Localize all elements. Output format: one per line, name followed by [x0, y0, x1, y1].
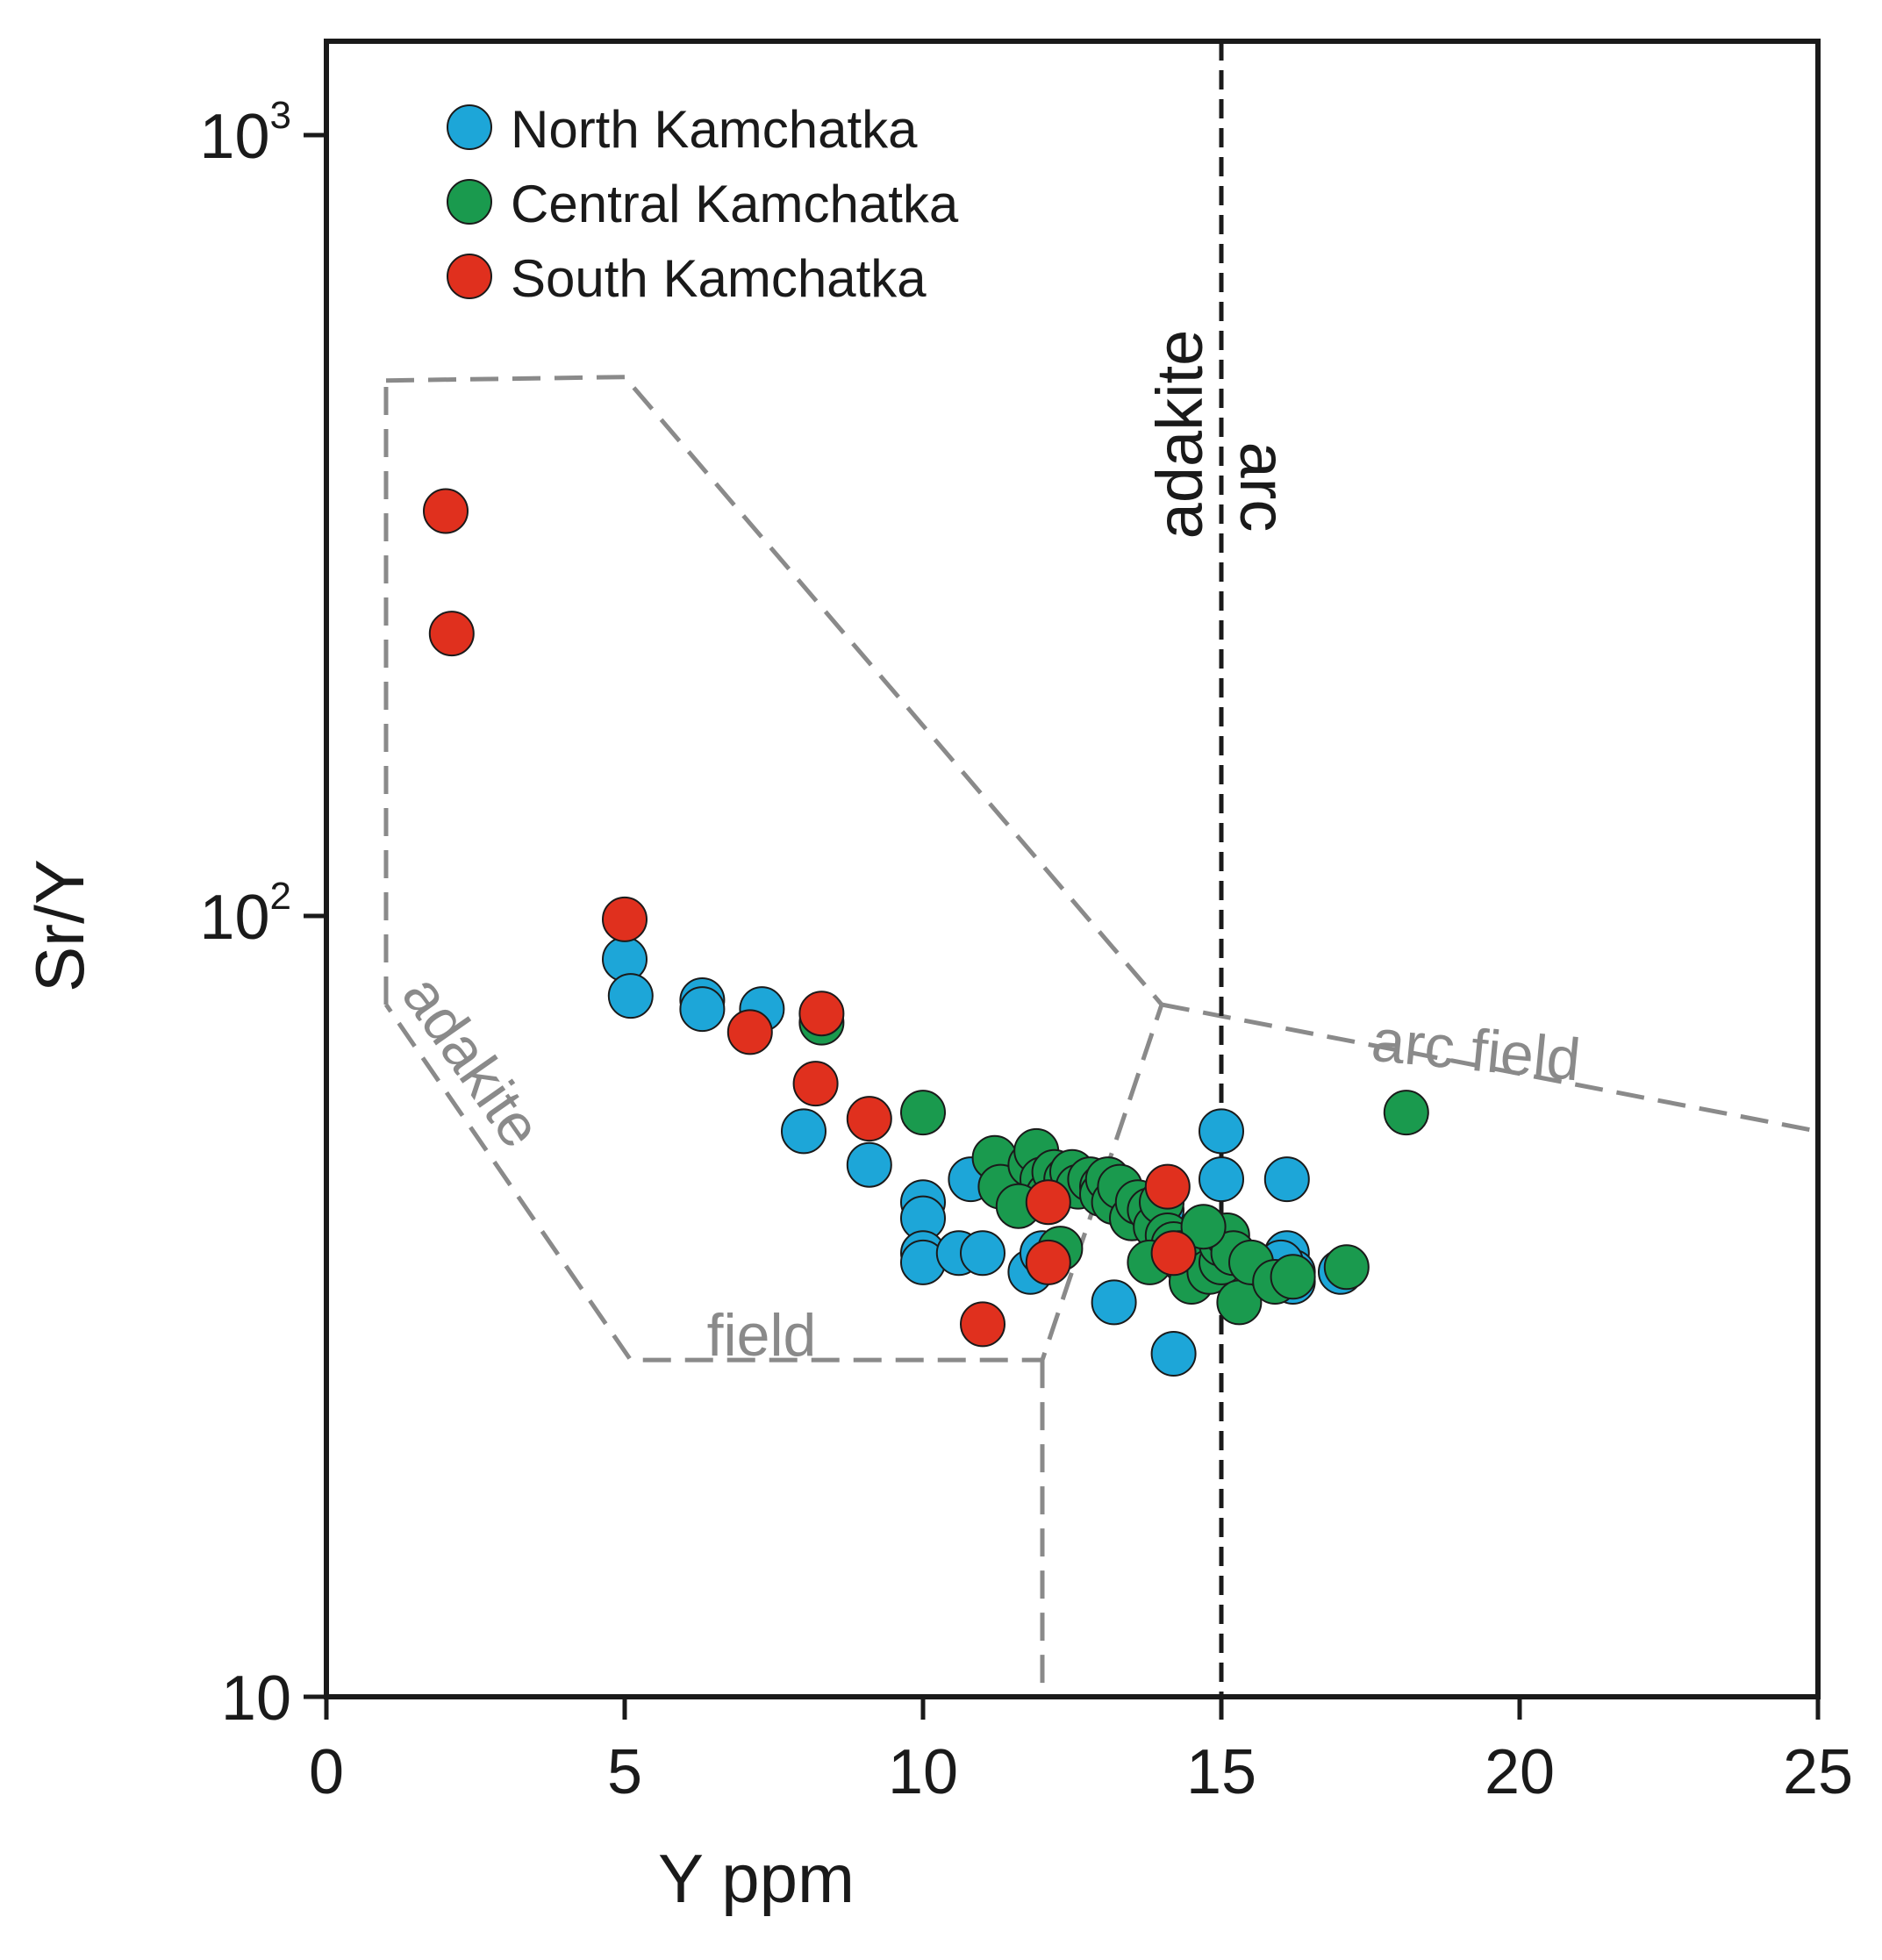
point-north-18	[1150, 1331, 1197, 1377]
point-south-5	[798, 991, 845, 1037]
legend: North Kamchatka Central Kamchatka South …	[447, 100, 959, 308]
point-north-5	[781, 1108, 827, 1155]
legend-marker-central	[447, 179, 492, 225]
data-points	[423, 488, 1429, 1377]
y-tick-label-1000: 103	[199, 94, 291, 172]
point-north-6	[846, 1141, 892, 1188]
x-axis-title: Y ppm	[658, 1840, 855, 1917]
point-south-11	[1150, 1230, 1197, 1277]
legend-label-north: North Kamchatka	[511, 100, 918, 159]
point-central-42	[1180, 1204, 1227, 1250]
point-south-2	[602, 896, 648, 942]
x-tick-label-15: 15	[1186, 1737, 1256, 1807]
x-tick-label-25: 25	[1783, 1737, 1853, 1807]
x-tick-label-5: 5	[607, 1737, 642, 1807]
x-tick-label-0: 0	[309, 1737, 344, 1807]
legend-label-south: South Kamchatka	[511, 249, 927, 308]
point-north-20	[1199, 1156, 1244, 1203]
y-tick-label-100: 102	[199, 875, 291, 953]
divider-label-adakite: adakite	[1143, 330, 1216, 540]
point-south-7	[960, 1301, 1005, 1348]
axes: 0 5 10 15 20 25 10 102 103	[199, 94, 1853, 1807]
point-north-1	[607, 973, 654, 1019]
point-north-17	[1091, 1279, 1137, 1326]
point-central-36	[1270, 1254, 1316, 1300]
point-north-21	[1263, 1156, 1310, 1203]
legend-label-central: Central Kamchatka	[511, 175, 959, 233]
point-south-1	[428, 611, 475, 657]
field-boundaries	[383, 375, 1819, 1697]
point-north-3	[679, 986, 726, 1033]
point-south-4	[792, 1061, 839, 1107]
point-south-10	[1144, 1163, 1191, 1210]
x-tick-label-10: 10	[888, 1737, 958, 1807]
y-tick-label-10: 10	[221, 1663, 291, 1734]
point-north-19	[1199, 1108, 1244, 1155]
arc-field-label: arc field	[1369, 1007, 1583, 1094]
point-central-1	[900, 1090, 946, 1136]
adakite-field-label-part2: field	[707, 1302, 817, 1369]
point-south-8	[1025, 1179, 1071, 1226]
legend-marker-south	[447, 254, 492, 299]
point-central-37	[1323, 1244, 1370, 1291]
point-north-13	[960, 1230, 1005, 1277]
arc-field-boundary	[1161, 1002, 1819, 1134]
x-tick-label-20: 20	[1485, 1737, 1555, 1807]
point-south-3	[726, 1009, 773, 1055]
point-south-9	[1025, 1239, 1071, 1285]
point-south-0	[423, 488, 469, 534]
y-axis-title: Sr/Y	[21, 859, 98, 992]
divider-label-arc: arc	[1227, 442, 1299, 533]
adakite-field-boundary	[383, 375, 1164, 1363]
plot-frame	[324, 39, 1821, 1699]
point-central-38	[1383, 1090, 1429, 1136]
legend-marker-north	[447, 104, 492, 150]
point-south-6	[846, 1096, 892, 1142]
